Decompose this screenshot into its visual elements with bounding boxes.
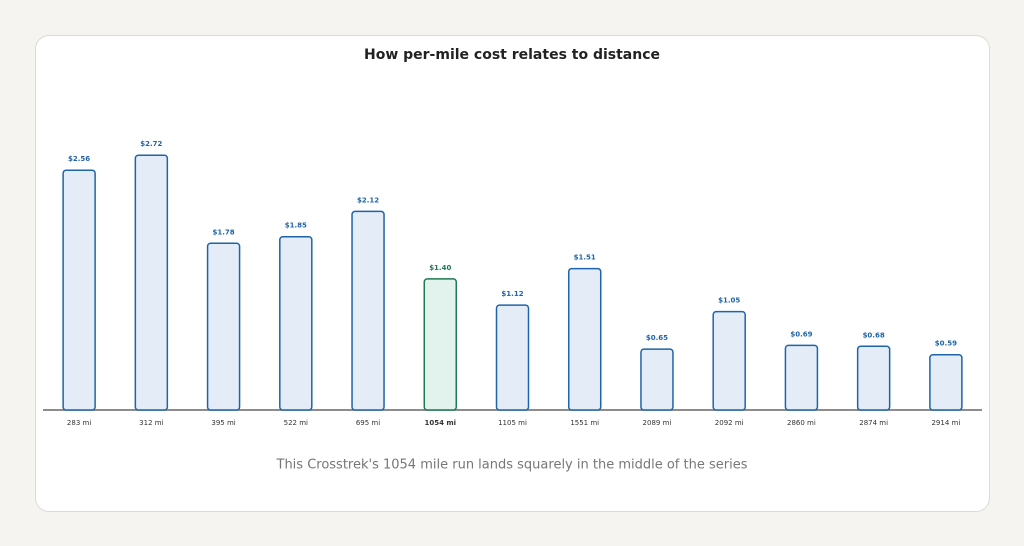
value-label: $1.85 [285,222,307,230]
value-label: $1.12 [501,290,523,298]
x-tick-label: 1054 mi [424,419,456,427]
card [35,35,990,512]
value-label: $0.68 [863,331,885,339]
bar [206,242,241,411]
x-tick-label: 522 mi [284,419,308,427]
value-label: $2.56 [68,155,90,163]
x-tick-label: 395 mi [211,419,235,427]
x-tick-label: 283 mi [67,419,91,427]
value-label: $1.51 [574,254,596,262]
bar [929,353,963,411]
bar [62,169,96,411]
bar [423,278,458,411]
bar [279,235,313,411]
x-tick-label: 2874 mi [859,419,888,427]
bar [567,267,602,411]
value-label: $1.40 [429,264,451,272]
value-label: $2.12 [357,196,379,204]
value-label: $0.65 [646,334,668,342]
bar [495,304,530,411]
value-label: $2.72 [140,140,162,148]
x-tick-label: 2092 mi [715,419,744,427]
value-label: $1.05 [718,297,740,305]
x-tick-label: 2860 mi [787,419,816,427]
value-label: $1.78 [212,228,234,236]
bar [856,345,891,411]
bar [640,348,674,411]
x-tick-label: 312 mi [139,419,163,427]
x-tick-label: 2914 mi [931,419,960,427]
value-label: $0.69 [790,330,812,338]
x-tick-label: 695 mi [356,419,380,427]
bar [134,154,169,411]
x-tick-label: 1105 mi [498,419,527,427]
bar [351,210,385,411]
caption: This Crosstrek's 1054 mile run lands squ… [276,458,748,473]
x-tick-label: 2089 mi [643,419,672,427]
bar [712,310,746,411]
value-label: $0.59 [935,340,957,348]
chart-title: How per-mile cost relates to distance [364,47,660,63]
x-tick-label: 1551 mi [570,419,599,427]
bar [784,344,819,411]
